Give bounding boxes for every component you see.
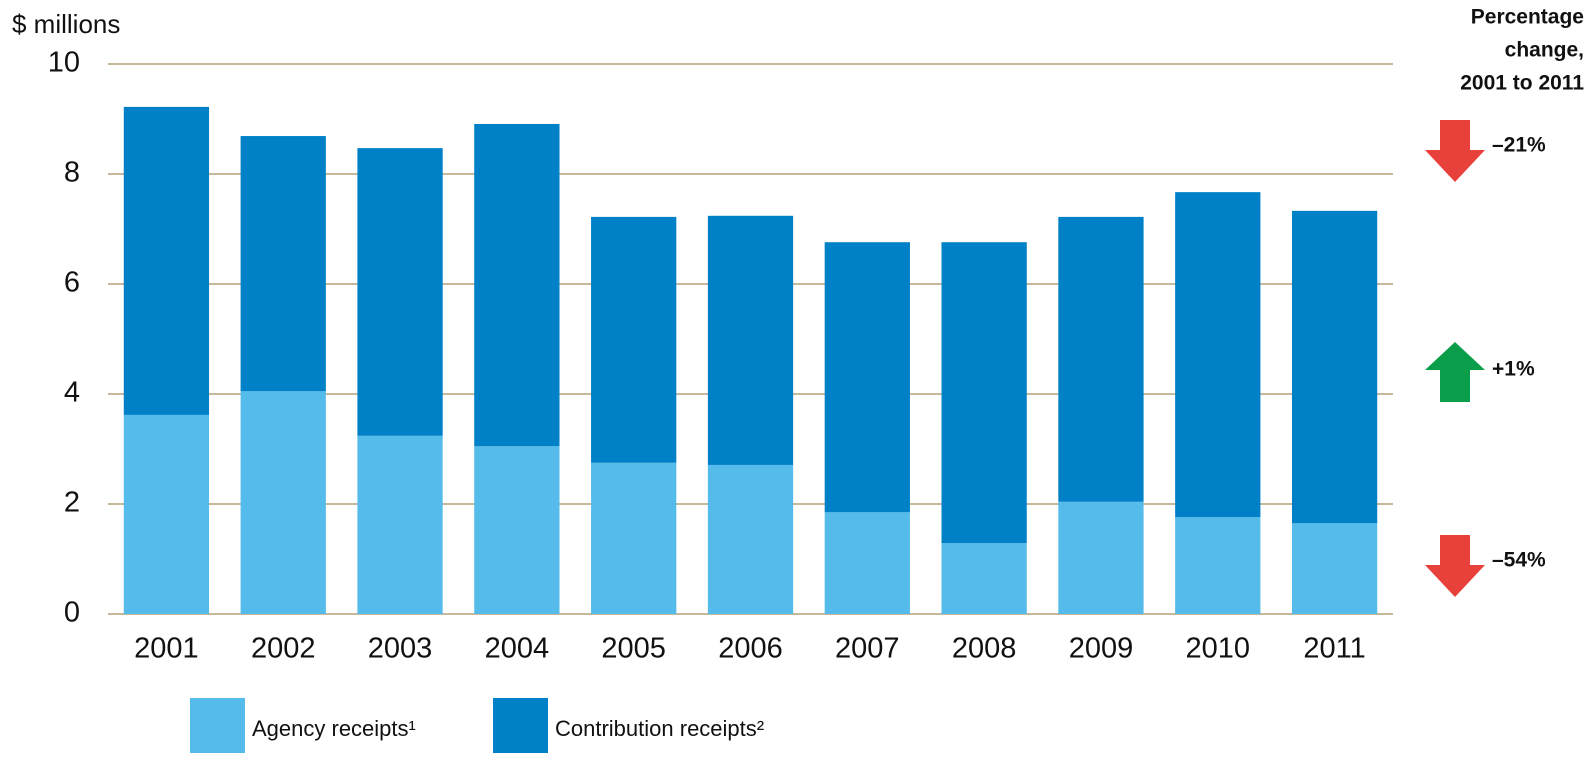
- bar-segment: [941, 242, 1027, 544]
- y-tick-label: 4: [64, 377, 80, 409]
- legend-label: Agency receipts¹: [252, 716, 416, 741]
- annotation-label: –54%: [1492, 549, 1546, 572]
- bar-segment: [123, 106, 210, 415]
- change-arrow: [1425, 120, 1485, 182]
- x-tick-label: 2001: [134, 633, 199, 665]
- legend-label: Contribution receipts²: [555, 716, 764, 741]
- y-axis-label: $ millions: [12, 9, 120, 39]
- bar-segment: [240, 136, 326, 392]
- bar-segment: [1175, 517, 1261, 614]
- x-tick-label: 2003: [368, 633, 433, 665]
- change-arrow: [1425, 342, 1485, 402]
- x-tick-label: 2004: [485, 633, 550, 665]
- x-tick-label: 2006: [718, 633, 783, 665]
- annotation-label: –21%: [1492, 134, 1546, 157]
- bar-segment: [1291, 210, 1378, 524]
- bar-segment: [474, 123, 560, 447]
- bar-segment: [474, 446, 560, 614]
- bar-segment: [1175, 192, 1261, 518]
- change-arrow: [1425, 535, 1485, 597]
- y-tick-label: 10: [48, 47, 80, 79]
- bar-segment: [591, 216, 677, 463]
- bar-segment: [123, 414, 210, 614]
- legend-swatch: [493, 698, 548, 753]
- bar-segment: [591, 462, 677, 614]
- bar-segment: [1058, 501, 1144, 614]
- x-tick-label: 2005: [601, 633, 666, 665]
- y-tick-label: 2: [64, 487, 80, 519]
- x-tick-label: 2010: [1186, 633, 1251, 665]
- bar-segment: [240, 391, 326, 614]
- legend-swatch: [190, 698, 245, 753]
- x-tick-label: 2008: [952, 633, 1017, 665]
- x-tick-label: 2002: [251, 633, 316, 665]
- y-tick-label: 6: [64, 267, 80, 299]
- annotation-title: change,: [1505, 39, 1584, 62]
- bar-segment: [1058, 216, 1144, 502]
- bar-segment: [824, 242, 910, 513]
- bar-segment: [1291, 523, 1378, 614]
- bar-segment: [707, 464, 794, 614]
- bar-segment: [824, 512, 910, 614]
- annotation-label: +1%: [1492, 358, 1535, 381]
- x-tick-label: 2009: [1069, 633, 1134, 665]
- bar-segment: [357, 435, 443, 614]
- bar-segment: [941, 543, 1027, 614]
- y-tick-label: 8: [64, 157, 80, 189]
- bar-segment: [357, 148, 443, 436]
- annotation-title: Percentage: [1471, 6, 1584, 29]
- annotation-title: 2001 to 2011: [1460, 72, 1584, 95]
- y-tick-label: 0: [64, 597, 80, 629]
- x-tick-label: 2007: [835, 633, 900, 665]
- bar-segment: [707, 215, 794, 465]
- x-tick-label: 2011: [1303, 633, 1365, 665]
